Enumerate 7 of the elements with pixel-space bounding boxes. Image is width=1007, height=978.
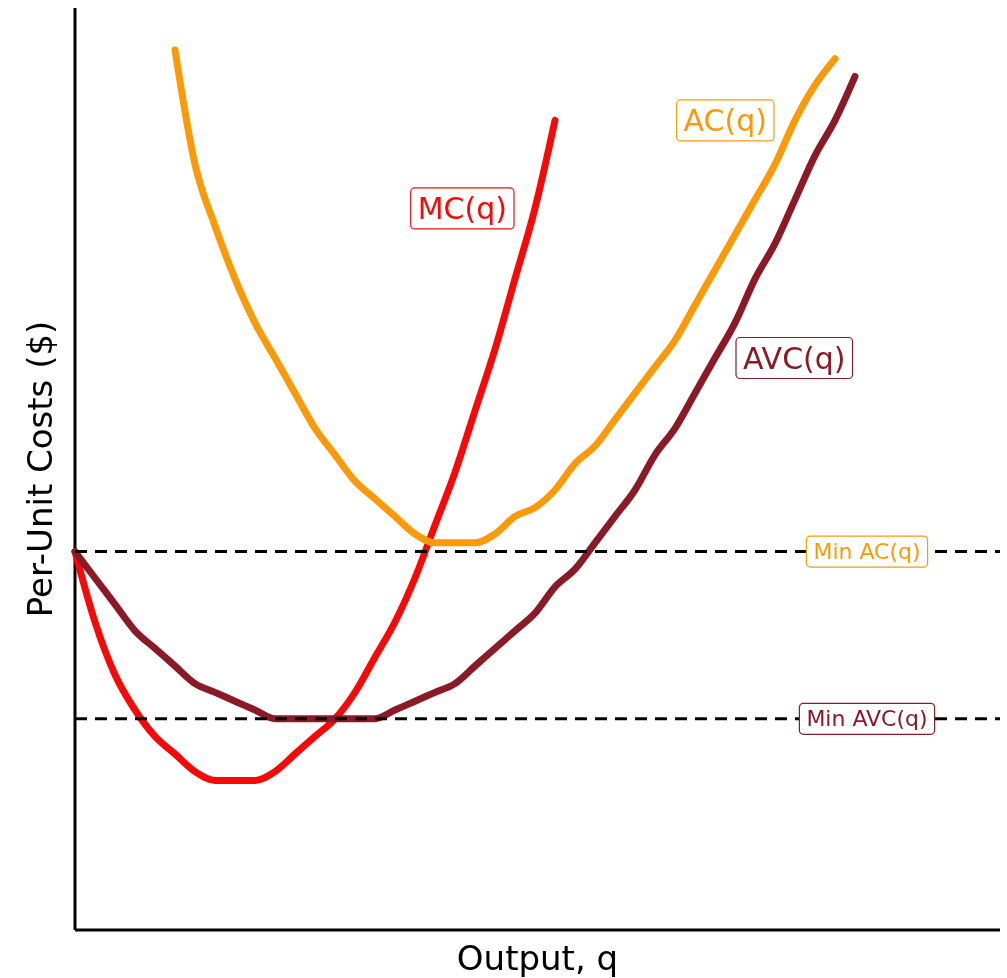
ref-line-label: Min AVC(q) [806,706,928,732]
series-label: MC(q) [417,190,507,226]
ref-line-label: Min AC(q) [813,539,921,565]
series-label: AC(q) [683,102,767,138]
y-axis-title: Per-Unit Costs ($) [20,320,60,618]
x-axis-title: Output, q [456,938,619,978]
series-label: AVC(q) [743,340,846,376]
